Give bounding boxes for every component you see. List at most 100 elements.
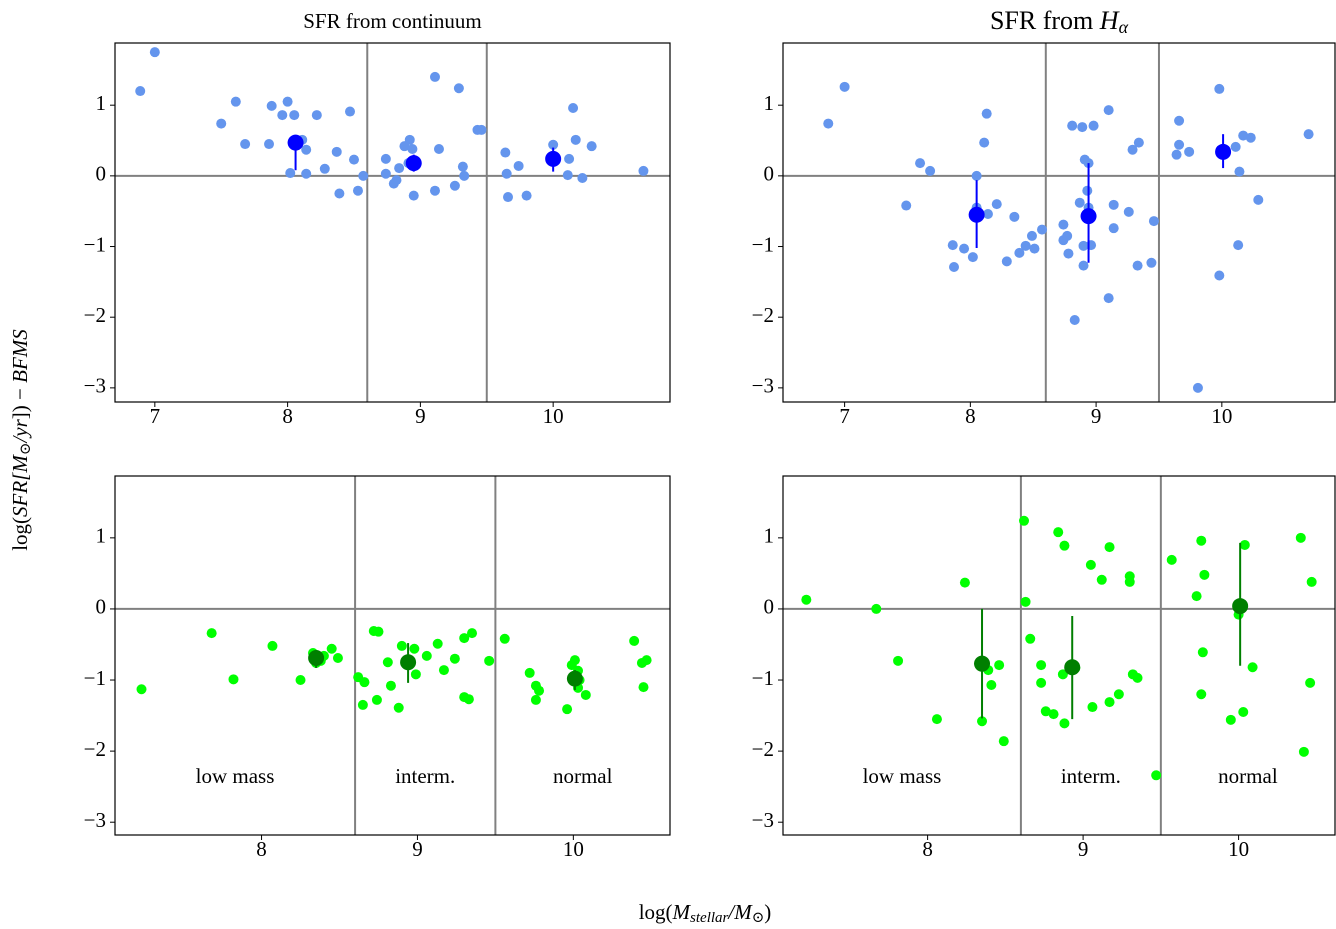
data-point bbox=[947, 240, 958, 251]
data-point bbox=[373, 626, 384, 637]
data-point bbox=[467, 628, 478, 639]
data-point bbox=[410, 669, 421, 680]
data-point bbox=[1077, 122, 1088, 133]
data-point bbox=[1184, 146, 1195, 157]
data-point bbox=[1104, 542, 1115, 553]
data-point bbox=[404, 134, 415, 145]
data-point bbox=[319, 163, 330, 174]
data-point bbox=[396, 640, 407, 651]
data-point bbox=[407, 144, 418, 155]
data-point bbox=[359, 677, 370, 688]
mean-point bbox=[545, 150, 562, 167]
data-point bbox=[641, 655, 652, 666]
data-point bbox=[1146, 257, 1157, 268]
title-part: α bbox=[1119, 17, 1129, 37]
data-point bbox=[1124, 576, 1135, 587]
data-point bbox=[1298, 746, 1309, 757]
data-point bbox=[1245, 132, 1256, 143]
data-point bbox=[1214, 270, 1225, 281]
data-point bbox=[1067, 120, 1078, 131]
data-point bbox=[409, 643, 420, 654]
mean-point bbox=[400, 654, 417, 671]
data-point bbox=[534, 685, 545, 696]
label-part: ) bbox=[764, 900, 771, 924]
data-point bbox=[979, 137, 990, 148]
data-point bbox=[1123, 206, 1134, 217]
data-point bbox=[267, 640, 278, 651]
data-point bbox=[380, 168, 391, 179]
y-tick-label: −3 bbox=[752, 808, 774, 832]
label-part: log( bbox=[8, 517, 32, 551]
data-point bbox=[501, 168, 512, 179]
data-point bbox=[562, 704, 573, 715]
data-point bbox=[1019, 515, 1030, 526]
data-point bbox=[289, 110, 300, 121]
data-point bbox=[564, 153, 575, 164]
data-point bbox=[484, 655, 495, 666]
mean-point bbox=[1215, 143, 1232, 160]
label-part: ⊙ bbox=[752, 910, 765, 926]
data-point bbox=[998, 736, 1009, 747]
data-point bbox=[530, 694, 541, 705]
data-point bbox=[1239, 539, 1250, 550]
y-tick-label: 1 bbox=[764, 91, 775, 115]
data-point bbox=[915, 158, 926, 169]
data-point bbox=[136, 684, 147, 695]
y-tick-label: 0 bbox=[96, 162, 107, 186]
data-point bbox=[1295, 532, 1306, 543]
mean-point bbox=[1232, 598, 1249, 615]
data-point bbox=[839, 81, 850, 92]
data-point bbox=[1020, 596, 1031, 607]
data-point bbox=[264, 139, 275, 150]
x-tick-label: 7 bbox=[150, 404, 161, 428]
data-point bbox=[994, 660, 1005, 671]
data-point bbox=[577, 172, 588, 183]
data-point bbox=[1108, 199, 1119, 210]
label-part: BFMS bbox=[8, 329, 32, 383]
data-point bbox=[982, 209, 993, 220]
mean-point bbox=[287, 134, 304, 151]
data-point bbox=[1082, 185, 1093, 196]
data-point bbox=[1233, 240, 1244, 251]
label-part: M bbox=[733, 900, 753, 924]
data-point bbox=[1127, 144, 1138, 155]
data-point bbox=[1104, 697, 1115, 708]
label-part: stellar bbox=[690, 910, 728, 926]
data-point bbox=[500, 147, 511, 158]
data-point bbox=[580, 689, 591, 700]
x-tick-label: 10 bbox=[1211, 404, 1232, 428]
data-point bbox=[1253, 194, 1264, 205]
data-point bbox=[357, 699, 368, 710]
y-tick-label: −1 bbox=[84, 232, 106, 256]
region-label: normal bbox=[553, 764, 613, 788]
label-part: / bbox=[8, 435, 32, 444]
data-point bbox=[1199, 569, 1210, 580]
y-tick-label: 0 bbox=[96, 595, 107, 619]
mean-point bbox=[566, 670, 583, 687]
data-point bbox=[1088, 120, 1099, 131]
x-tick-label: 9 bbox=[412, 837, 423, 861]
data-point bbox=[459, 633, 470, 644]
data-point bbox=[408, 190, 419, 201]
data-point bbox=[1305, 677, 1316, 688]
plot-frame bbox=[114, 475, 671, 836]
label-part: SFR bbox=[8, 481, 32, 517]
y-tick-label: −1 bbox=[84, 666, 106, 690]
data-point bbox=[311, 110, 322, 121]
data-point bbox=[1166, 554, 1177, 565]
data-point bbox=[638, 165, 649, 176]
region-label: low mass bbox=[863, 764, 942, 788]
data-point bbox=[332, 652, 343, 663]
x-tick-label: 8 bbox=[922, 837, 933, 861]
data-point bbox=[285, 168, 296, 179]
data-point bbox=[629, 635, 640, 646]
data-point bbox=[326, 643, 337, 654]
data-point bbox=[562, 170, 573, 181]
data-point bbox=[1174, 139, 1185, 150]
plot-frame bbox=[782, 475, 1336, 836]
y-tick-label: −2 bbox=[752, 303, 774, 327]
y-tick-label: −3 bbox=[752, 374, 774, 398]
data-point bbox=[1059, 718, 1070, 729]
data-point bbox=[230, 96, 241, 107]
